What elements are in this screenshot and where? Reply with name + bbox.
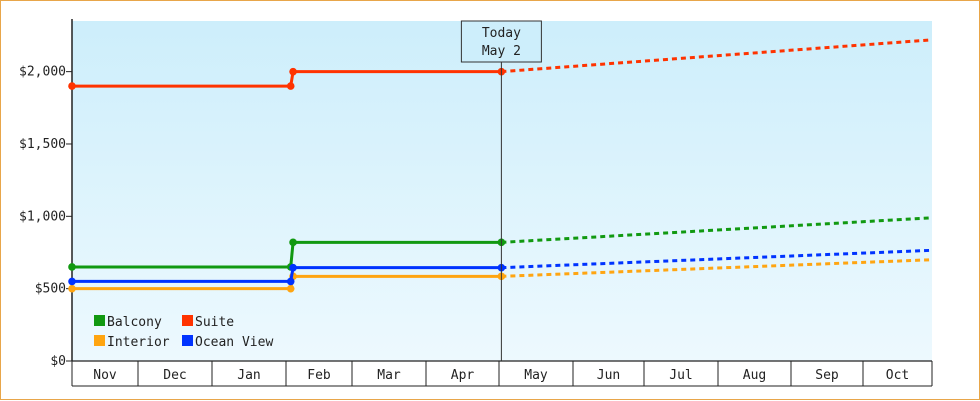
legend-swatch-ocean-view xyxy=(182,335,193,346)
legend-label-suite: Suite xyxy=(195,315,234,330)
legend-label-interior: Interior xyxy=(107,335,170,350)
data-point-suite xyxy=(289,67,297,76)
y-tick-label: $0 xyxy=(50,354,66,369)
data-point-balcony xyxy=(289,238,297,247)
today-marker-label: Today xyxy=(482,26,521,41)
legend-label-ocean-view: Ocean View xyxy=(195,335,273,350)
x-tick-label: Jun xyxy=(597,368,620,383)
x-tick-label: Nov xyxy=(93,368,117,383)
x-tick-label: Feb xyxy=(307,368,331,383)
x-tick-label: Dec xyxy=(163,368,186,383)
series-line-suite xyxy=(72,70,502,88)
x-tick-label: Apr xyxy=(451,368,475,383)
today-marker-box xyxy=(460,20,542,63)
data-point-suite xyxy=(286,82,295,90)
y-tick-label: $2,000 xyxy=(19,65,66,80)
legend-swatch-suite xyxy=(182,315,193,326)
series-line-ocean-view xyxy=(72,266,502,283)
data-point-balcony xyxy=(68,263,76,271)
y-tick-label: $1,000 xyxy=(19,209,66,224)
data-point-suite xyxy=(68,82,76,90)
x-tick-label: Jul xyxy=(669,368,692,383)
legend-swatch-balcony xyxy=(94,315,105,326)
data-point-ocean-view xyxy=(68,277,76,286)
data-point-interior xyxy=(286,284,295,293)
x-tick-label: Jan xyxy=(237,368,260,383)
data-point-ocean-view xyxy=(289,263,297,272)
x-tick-label: Mar xyxy=(377,368,401,383)
legend-swatch-interior xyxy=(94,335,105,346)
today-marker-date: May 2 xyxy=(482,44,521,59)
x-tick-label: Oct xyxy=(886,368,909,383)
legend-label-balcony: Balcony xyxy=(107,315,162,330)
data-point-ocean-view xyxy=(286,277,295,286)
data-point-interior xyxy=(68,284,76,293)
y-tick-label: $500 xyxy=(35,282,66,297)
y-tick-label: $1,500 xyxy=(19,137,66,152)
plot-area xyxy=(72,21,932,361)
x-tick-label: May xyxy=(524,368,548,383)
series-line-balcony xyxy=(72,240,502,269)
x-tick-label: Aug xyxy=(743,368,766,383)
x-tick-label: Sep xyxy=(815,368,839,383)
